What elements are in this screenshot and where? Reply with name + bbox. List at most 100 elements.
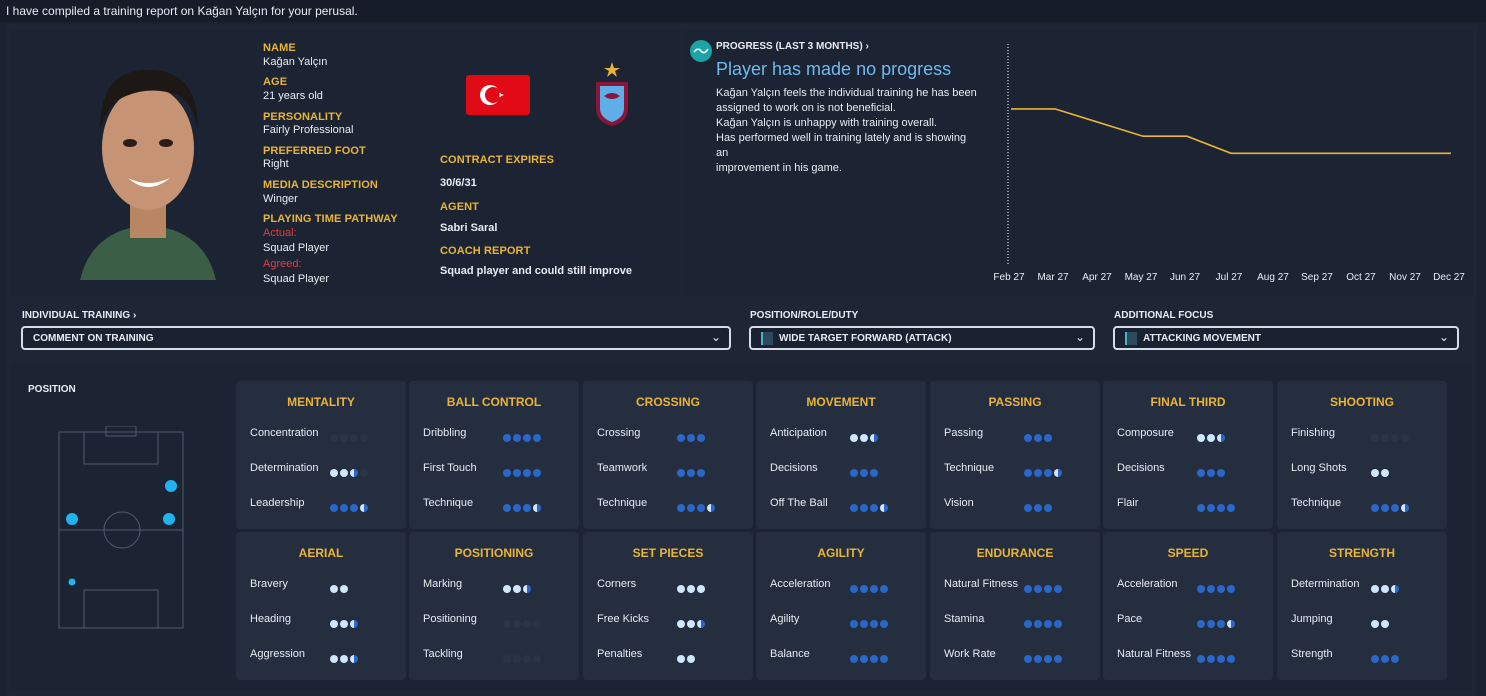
- rating-dot: [513, 469, 521, 477]
- rating-dot: [880, 504, 888, 512]
- rating-dot: [1197, 504, 1205, 512]
- attribute-label: Corners: [597, 578, 637, 590]
- attribute-label: Leadership: [250, 497, 305, 509]
- attribute-rating-dots: [1371, 615, 1391, 633]
- progress-wave-icon: [690, 40, 712, 62]
- card-title: POSITIONING: [454, 546, 534, 560]
- rating-dot: [1024, 469, 1032, 477]
- attribute-card-passing: PASSING Passing Technique Vision: [930, 381, 1100, 529]
- rating-dot: [1217, 620, 1225, 628]
- rating-dot: [850, 469, 858, 477]
- rating-dot: [1044, 655, 1052, 663]
- rating-dot: [687, 585, 695, 593]
- attribute-label: Natural Fitness: [944, 578, 1018, 590]
- attribute-rating-dots: [1197, 615, 1237, 633]
- rating-dot: [697, 585, 705, 593]
- attribute-rating-dots: [330, 499, 370, 517]
- rating-dot: [350, 504, 358, 512]
- rating-dot: [523, 585, 531, 593]
- rating-dot: [850, 434, 858, 442]
- card-title: MENTALITY: [287, 395, 355, 409]
- attribute-label: Acceleration: [1117, 578, 1178, 590]
- rating-dot: [1044, 434, 1052, 442]
- rating-dot: [1044, 469, 1052, 477]
- rating-dot: [513, 434, 521, 442]
- attribute-label: Free Kicks: [597, 613, 649, 625]
- rating-dot: [1381, 585, 1389, 593]
- rating-dot: [360, 469, 368, 477]
- progress-title[interactable]: PROGRESS (LAST 3 MONTHS) ›: [716, 41, 869, 52]
- rating-dot: [1197, 585, 1205, 593]
- rating-dot: [1207, 504, 1215, 512]
- actual-label: Actual:: [263, 227, 297, 239]
- card-title: AERIAL: [298, 546, 344, 560]
- rating-dot: [1391, 585, 1399, 593]
- chevron-down-icon: ⌄: [710, 330, 721, 344]
- rating-dot: [1227, 655, 1235, 663]
- rating-dot: [340, 469, 348, 477]
- attribute-label: Acceleration: [770, 578, 831, 590]
- attribute-card-crossing: CROSSING Crossing Teamwork Technique: [583, 381, 753, 529]
- rating-dot: [1207, 620, 1215, 628]
- attribute-label: Technique: [423, 497, 474, 509]
- agent-value[interactable]: Sabri Saral: [440, 222, 498, 234]
- rating-dot: [870, 585, 878, 593]
- rating-dot: [677, 620, 685, 628]
- chevron-down-icon: ⌄: [1074, 330, 1085, 344]
- rating-dot: [1207, 655, 1215, 663]
- attribute-rating-dots: [503, 499, 543, 517]
- attribute-rating-dots: [1197, 650, 1237, 668]
- nation-flag-icon[interactable]: [466, 75, 530, 115]
- rating-dot: [1197, 655, 1205, 663]
- rating-dot: [503, 434, 511, 442]
- rating-dot: [697, 504, 705, 512]
- attribute-rating-dots: [677, 429, 707, 447]
- progress-line: Has performed well in training lately an…: [716, 132, 967, 159]
- rating-dot: [880, 620, 888, 628]
- rating-dot: [1044, 504, 1052, 512]
- rating-dot: [1381, 469, 1389, 477]
- focus-color-icon: [1125, 332, 1137, 345]
- card-title: BALL CONTROL: [446, 395, 542, 409]
- role-dropdown[interactable]: WIDE TARGET FORWARD (ATTACK) ⌄: [749, 326, 1095, 350]
- role-label: POSITION/ROLE/DUTY: [750, 310, 859, 321]
- rating-dot: [350, 434, 358, 442]
- additional-focus-dropdown[interactable]: ATTACKING MOVEMENT ⌄: [1113, 326, 1459, 350]
- individual-training-label[interactable]: INDIVIDUAL TRAINING ›: [22, 310, 137, 321]
- progress-line: assigned to work on is not beneficial.: [716, 102, 896, 114]
- attribute-card-aerial: AERIAL Bravery Heading Aggression: [236, 532, 406, 680]
- rating-dot: [860, 434, 868, 442]
- attribute-card-final-third: FINAL THIRD Composure Decisions Flair: [1103, 381, 1273, 529]
- rating-dot: [1207, 585, 1215, 593]
- card-title: FINAL THIRD: [1150, 395, 1226, 409]
- attribute-rating-dots: [330, 464, 370, 482]
- rating-dot: [1044, 620, 1052, 628]
- rating-dot: [1197, 469, 1205, 477]
- rating-dot: [860, 504, 868, 512]
- attribute-rating-dots: [850, 499, 890, 517]
- attribute-label: Off The Ball: [770, 497, 828, 509]
- attribute-label: Stamina: [944, 613, 985, 625]
- rating-dot: [1054, 585, 1062, 593]
- position-label: POSITION: [28, 384, 76, 395]
- attribute-label: Crossing: [597, 427, 641, 439]
- club-crest-icon[interactable]: [592, 62, 632, 128]
- position-pitch: [58, 426, 184, 629]
- attribute-label: Dribbling: [423, 427, 467, 439]
- attribute-card-set-pieces: SET PIECES Corners Free Kicks Penalties: [583, 532, 753, 680]
- progress-chart: Feb 27 Mar 27 Apr 27 May 27 Jun 27 Jul 27 Aug …: [993, 44, 1465, 283]
- foot-label: PREFERRED FOOT: [263, 145, 366, 157]
- rating-dot: [533, 655, 541, 663]
- rating-dot: [870, 504, 878, 512]
- x-tick-label: Feb 27: [993, 272, 1025, 283]
- rating-dot: [340, 504, 348, 512]
- individual-training-dropdown[interactable]: COMMENT ON TRAINING ⌄: [21, 326, 731, 350]
- rating-dot: [860, 585, 868, 593]
- rating-dot: [1391, 504, 1399, 512]
- x-tick-label: Jul 27: [1216, 272, 1243, 283]
- rating-dot: [860, 620, 868, 628]
- attribute-rating-dots: [677, 499, 717, 517]
- rating-dot: [533, 504, 541, 512]
- attribute-rating-dots: [677, 464, 707, 482]
- attribute-rating-dots: [850, 615, 890, 633]
